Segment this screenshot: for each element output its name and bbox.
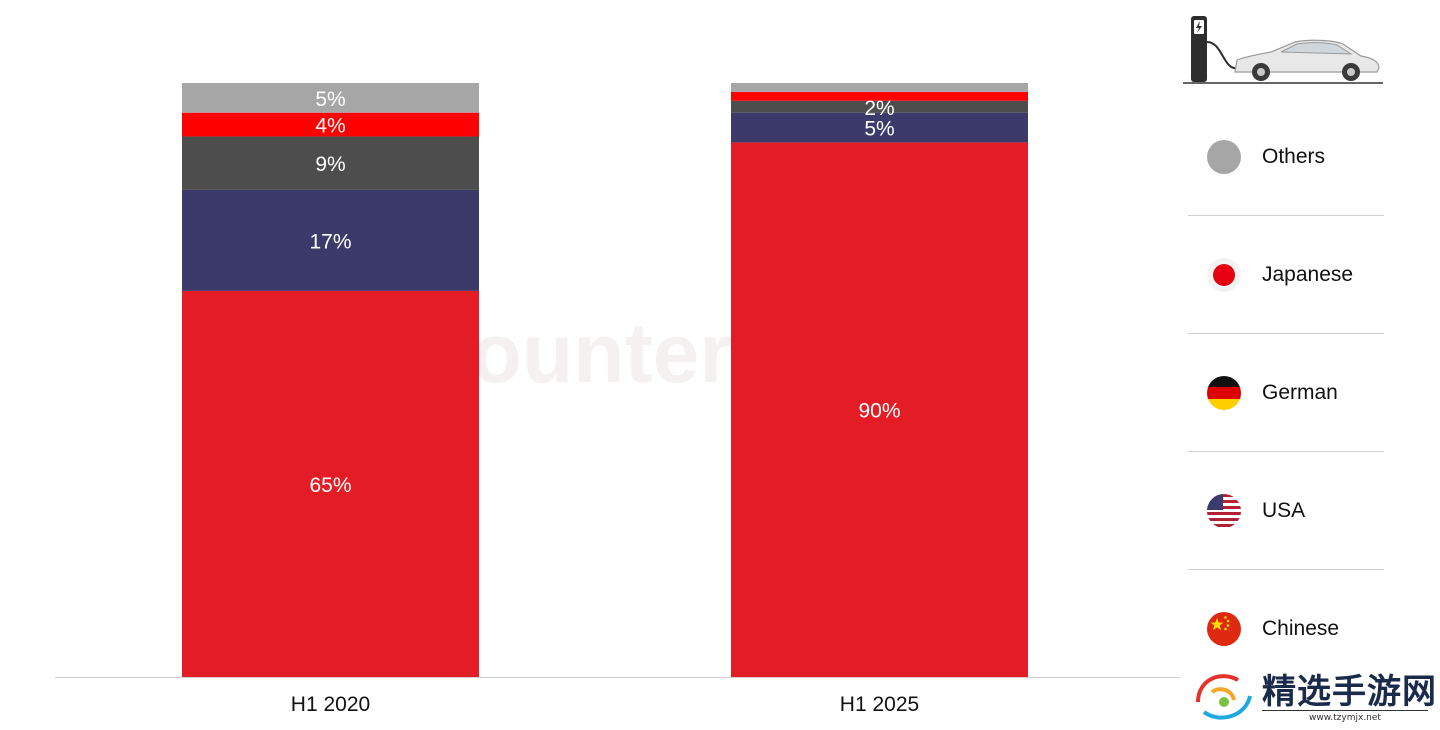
- data-label: 65%: [309, 474, 351, 497]
- legend-item-chinese: Chinese: [1188, 570, 1384, 688]
- site-name: 精选手游网: [1262, 672, 1437, 712]
- legend-item-others: Others: [1188, 98, 1384, 216]
- legend-item-usa: USA: [1188, 452, 1384, 570]
- bar-segment-usa: [182, 189, 479, 291]
- car-window: [1280, 42, 1353, 55]
- legend-label: Japanese: [1262, 262, 1354, 286]
- bar-segment-chinese: [731, 142, 1028, 677]
- bars-group: [182, 83, 1028, 677]
- ev-charging-car-icon: [1183, 12, 1383, 86]
- bar-segment-chinese: [182, 290, 479, 677]
- bar-segment-japanese: [182, 112, 479, 137]
- data-label: 2%: [864, 97, 894, 120]
- bar-segment-usa: [731, 112, 1028, 143]
- data-label: 90%: [858, 400, 900, 423]
- stacked-bar-chart: Counterpoint 65%17%9%4%5%90%5%2% H1 2020…: [55, 83, 1180, 716]
- data-label: 17%: [309, 230, 351, 253]
- legend-label: USA: [1262, 498, 1306, 522]
- legend-item-german: German: [1188, 334, 1384, 452]
- site-logo-icon: [1196, 674, 1252, 720]
- x-tick-label: H1 2025: [840, 693, 919, 716]
- bar-segment-german: [182, 136, 479, 190]
- germany-flag-icon: [1207, 375, 1241, 410]
- bar-segment-others: [731, 83, 1028, 92]
- japan-flag-icon: [1207, 257, 1241, 292]
- bar-segment-japanese: [731, 91, 1028, 101]
- data-label: 4%: [315, 115, 345, 138]
- data-label: 5%: [315, 88, 345, 111]
- x-tick-label: H1 2020: [291, 693, 370, 716]
- charger-bolt: [1196, 21, 1202, 33]
- grey-circle-icon: [1207, 139, 1241, 174]
- data-label: 5%: [864, 118, 894, 141]
- car-body: [1234, 39, 1380, 73]
- usa-flag-icon: [1207, 493, 1241, 528]
- data-labels-group: 65%17%9%4%5%90%5%2%: [309, 88, 900, 497]
- bar-segment-german: [731, 100, 1028, 113]
- site-url: www.tzymjx.net: [1262, 710, 1428, 723]
- car-wheel-rear-hub: [1347, 68, 1355, 76]
- chart-legend: Others Japanese German: [1188, 98, 1384, 688]
- legend-label: German: [1262, 380, 1338, 404]
- bar-segment-others: [182, 83, 479, 113]
- car-wheel-front-hub: [1257, 68, 1265, 76]
- data-label: 9%: [315, 153, 345, 176]
- legend-item-japanese: Japanese: [1188, 216, 1384, 334]
- china-flag-icon: [1207, 612, 1241, 646]
- x-axis-labels: H1 2020 H1 2025: [291, 693, 919, 716]
- legend-label: Others: [1262, 144, 1326, 168]
- legend-label: Chinese: [1262, 617, 1340, 640]
